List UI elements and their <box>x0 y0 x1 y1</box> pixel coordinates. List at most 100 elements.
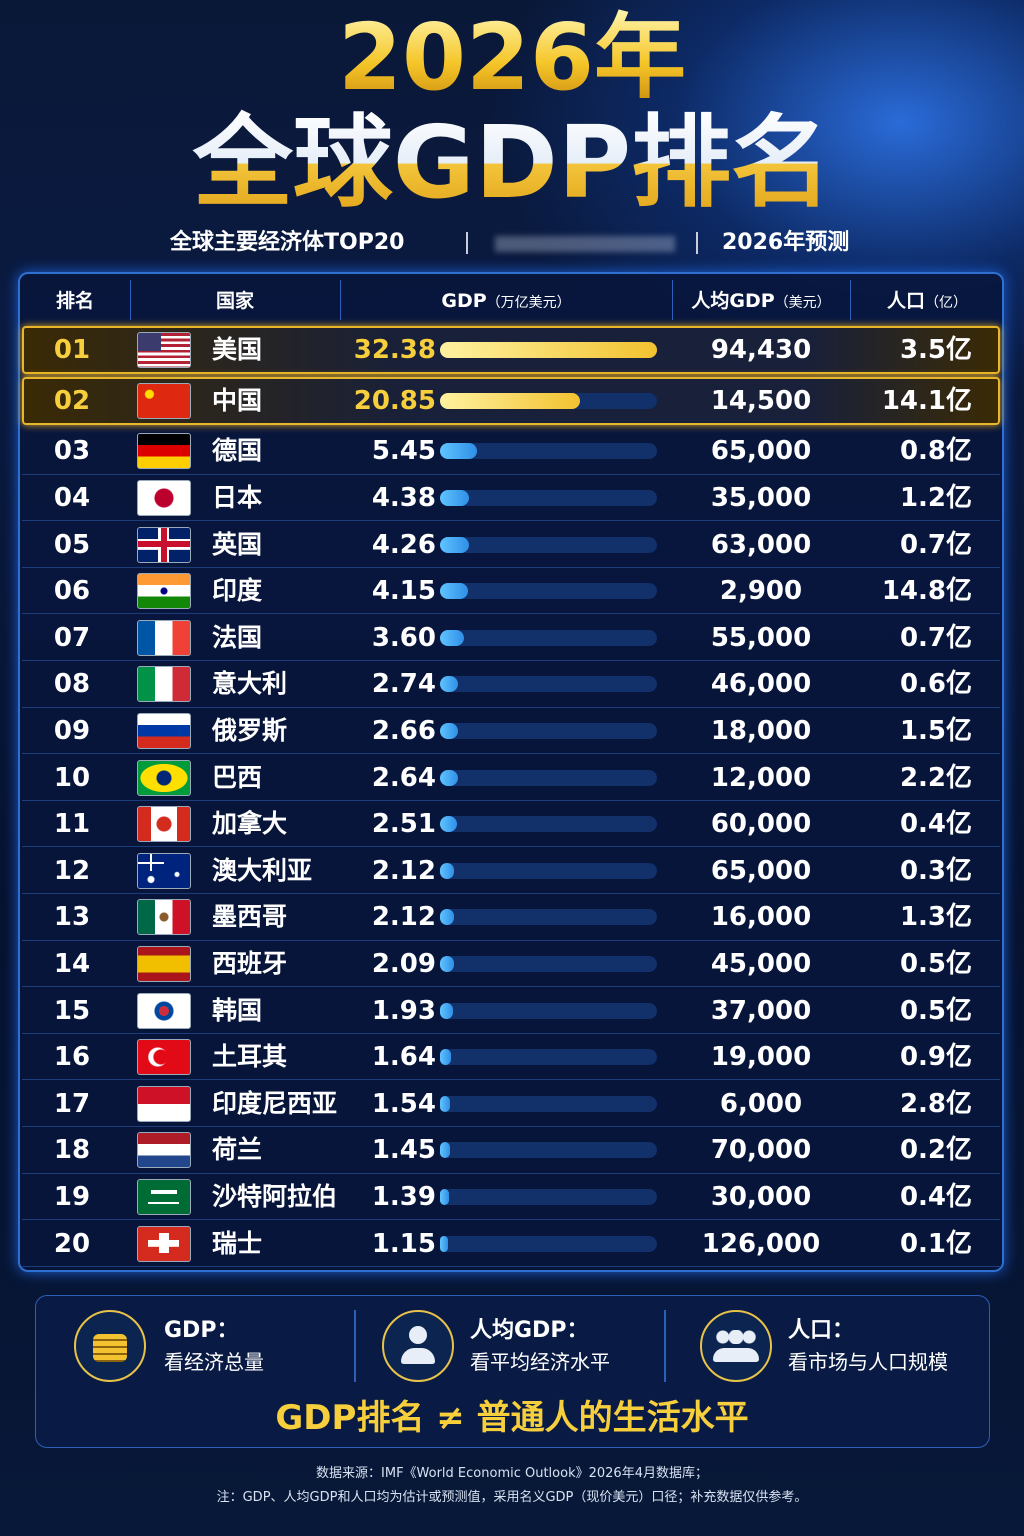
table-row <box>22 1034 1000 1081</box>
gdp-bar <box>440 862 455 879</box>
flag <box>137 666 191 703</box>
population: 14.1亿 <box>881 386 972 416</box>
legend-title: 人均GDP： <box>470 1318 589 1343</box>
gdp-value: 1.93 <box>371 995 436 1026</box>
gdp-per-capita: 14,500 <box>710 386 812 416</box>
flag <box>137 852 191 889</box>
bar-track <box>440 722 657 739</box>
flag <box>137 433 191 470</box>
bar-track <box>440 909 657 926</box>
rank: 02 <box>53 386 91 416</box>
rank: 10 <box>53 762 91 793</box>
gdp-bar <box>440 955 454 972</box>
gdp-bar <box>440 1235 448 1252</box>
flag <box>137 899 191 936</box>
legend-text: 看市场与人口规模 <box>788 1350 948 1374</box>
population: 2.8亿 <box>899 1088 972 1119</box>
table-row <box>22 614 1000 661</box>
rank: 19 <box>53 1181 91 1212</box>
legend-box <box>35 1295 990 1448</box>
rank: 11 <box>53 809 91 840</box>
country: 墨西哥 <box>212 902 288 932</box>
gdp-bar <box>440 1049 451 1066</box>
flag <box>137 383 191 419</box>
country: 英国 <box>212 529 263 559</box>
gdp-per-capita: 70,000 <box>710 1135 812 1166</box>
population: 0.2亿 <box>899 1135 972 1166</box>
column-header: 国家 <box>130 285 340 317</box>
rank: 15 <box>53 995 91 1026</box>
gdp-per-capita: 46,000 <box>710 669 812 700</box>
header-label: 人口 <box>886 290 925 312</box>
population: 2.2亿 <box>899 762 972 793</box>
header-label: 人均GDP <box>691 290 775 312</box>
footnote: 数据来源：IMF《World Economic Outlook》2026年4月数… <box>316 1466 708 1481</box>
footnote: 注：GDP、人均GDP和人口均为估计或预测值，采用名义GDP（现价美元）口径；补… <box>216 1490 808 1505</box>
legend-title: 人口： <box>788 1318 855 1343</box>
person-icon <box>382 1310 454 1382</box>
flag <box>137 712 191 749</box>
column-header: 人口（亿） <box>850 285 1004 319</box>
rank: 12 <box>53 855 91 886</box>
table-row <box>22 941 1000 988</box>
country: 澳大利亚 <box>212 855 313 885</box>
column-header: 人均GDP（美元） <box>672 285 850 319</box>
country: 印度尼西亚 <box>212 1088 338 1118</box>
flag <box>137 1178 191 1215</box>
flag <box>137 332 191 368</box>
population: 0.5亿 <box>899 948 972 979</box>
country: 德国 <box>212 436 263 466</box>
population: 0.1亿 <box>899 1228 972 1259</box>
country: 美国 <box>212 335 263 364</box>
rank: 20 <box>53 1228 91 1259</box>
rank: 03 <box>53 436 91 467</box>
column-divider <box>340 280 341 320</box>
column-header: GDP（万亿美元） <box>340 285 672 319</box>
population: 0.3亿 <box>899 855 972 886</box>
table-row <box>22 1220 1000 1267</box>
bar-track <box>440 443 657 460</box>
gdp-value: 32.38 <box>353 335 436 365</box>
table-row <box>22 475 1000 522</box>
gdp-bar <box>440 1142 450 1159</box>
bar-track <box>440 769 657 786</box>
flag <box>137 479 191 516</box>
country: 土耳其 <box>212 1042 288 1072</box>
gdp-value: 1.64 <box>371 1042 436 1073</box>
gdp-value: 3.60 <box>371 622 436 653</box>
population: 1.3亿 <box>899 902 972 933</box>
gdp-value: 4.26 <box>371 529 436 560</box>
population: 0.4亿 <box>899 809 972 840</box>
population: 0.4亿 <box>899 1181 972 1212</box>
flag <box>137 526 191 563</box>
header-label: 排名 <box>55 290 94 312</box>
flag <box>137 573 191 610</box>
table-row <box>22 428 1000 475</box>
gdp-bar <box>440 769 458 786</box>
gdp-bar <box>440 489 470 506</box>
country: 印度 <box>212 576 263 606</box>
rank: 18 <box>53 1135 91 1166</box>
rank: 16 <box>53 1042 91 1073</box>
gdp-bar <box>440 393 580 409</box>
gdp-per-capita: 126,000 <box>701 1228 821 1259</box>
gdp-value: 2.09 <box>371 948 436 979</box>
bar-track <box>440 629 657 646</box>
table-row <box>22 1080 1000 1127</box>
country: 沙特阿拉伯 <box>212 1181 338 1211</box>
gdp-per-capita: 65,000 <box>710 436 812 467</box>
bar-track <box>440 676 657 693</box>
gdp-per-capita: 16,000 <box>710 902 812 933</box>
subtitle: 2026年预测 <box>722 230 850 255</box>
country: 加拿大 <box>212 809 288 839</box>
gdp-per-capita: 94,430 <box>710 335 812 365</box>
gdp-value: 2.12 <box>371 902 436 933</box>
header-label: GDP <box>441 290 487 312</box>
gdp-bar <box>440 1002 453 1019</box>
gdp-value: 1.45 <box>371 1135 436 1166</box>
country: 西班牙 <box>212 948 288 978</box>
column-divider <box>130 280 131 320</box>
gdp-value: 4.15 <box>371 576 436 607</box>
rank: 07 <box>53 622 91 653</box>
table-row <box>22 1174 1000 1221</box>
